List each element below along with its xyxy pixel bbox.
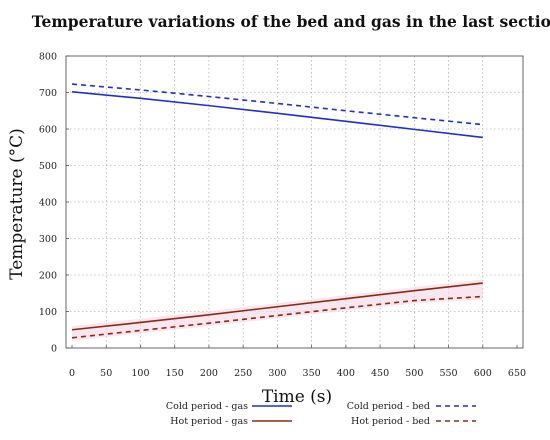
- series-line-3: [71, 295, 483, 339]
- y-tick-label: 100: [39, 307, 57, 318]
- y-tick-label: 300: [39, 234, 57, 245]
- y-tick-label: 600: [39, 125, 57, 136]
- x-tick-label: 0: [69, 368, 75, 379]
- x-tick-label: 650: [508, 368, 526, 379]
- x-tick-labels: 0 50 100 150 200 250 300 350 400 450 500 550 600 650: [69, 345, 526, 379]
- y-axis-label: Temperature (°C): [7, 128, 27, 280]
- series-line-0: [71, 90, 483, 139]
- series-line-1: [71, 83, 483, 126]
- x-tick-label: 200: [200, 368, 218, 379]
- x-tick-label: 250: [234, 368, 252, 379]
- x-tick-label: 400: [337, 368, 355, 379]
- y-tick-label: 500: [39, 161, 57, 172]
- y-tick-label: 700: [39, 88, 57, 99]
- y-tick-label: 0: [51, 344, 57, 355]
- legend-label: Hot period - bed: [351, 416, 430, 427]
- x-tick-label: 150: [166, 368, 184, 379]
- y-tick-label: 800: [39, 52, 57, 63]
- x-tick-label: 550: [439, 368, 457, 379]
- legend-label: Hot period - gas: [170, 416, 248, 427]
- x-tick-label: 50: [100, 368, 112, 379]
- x-tick-label: 500: [405, 368, 423, 379]
- y-tick-label: 400: [39, 198, 57, 209]
- legend: Cold period - gas Cold period - bed Hot pe…: [166, 401, 476, 427]
- legend-label: Cold period - gas: [166, 401, 248, 412]
- x-axis-label: Time (s): [262, 387, 332, 407]
- x-tick-label: 600: [474, 368, 492, 379]
- series-lines: [71, 83, 483, 339]
- y-tick-label: 200: [39, 271, 57, 282]
- x-tick-label: 350: [303, 368, 321, 379]
- series-line-2: [71, 282, 483, 331]
- x-tick-label: 100: [131, 368, 149, 379]
- y-tick-labels: 0 100 200 300 400 500 600 700 800: [39, 52, 69, 355]
- x-tick-label: 450: [371, 368, 389, 379]
- legend-label: Cold period - bed: [347, 401, 430, 412]
- chart-title: Temperature variations of the bed and ga…: [32, 12, 550, 31]
- x-tick-label: 300: [268, 368, 286, 379]
